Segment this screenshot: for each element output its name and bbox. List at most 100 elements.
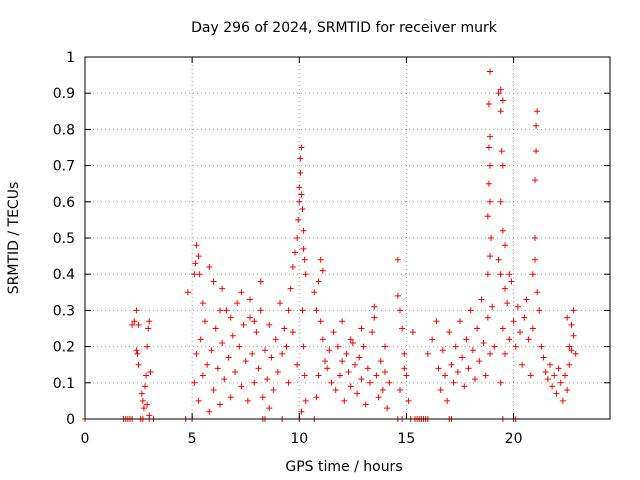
data-point bbox=[487, 162, 493, 169]
data-point bbox=[193, 242, 200, 249]
data-point bbox=[459, 354, 466, 361]
data-point bbox=[184, 289, 191, 296]
x-axis-label: GPS time / hours bbox=[285, 459, 402, 475]
chart-title: Day 296 of 2024, SRMTID for receiver mur… bbox=[191, 20, 498, 36]
data-point bbox=[302, 397, 309, 404]
data-point bbox=[557, 379, 564, 386]
data-point bbox=[465, 365, 472, 372]
data-point bbox=[268, 354, 275, 361]
data-point bbox=[354, 390, 361, 397]
data-point bbox=[497, 86, 504, 93]
data-point bbox=[298, 408, 305, 415]
data-point bbox=[313, 307, 320, 314]
data-point bbox=[253, 329, 260, 336]
y-tick-label: 1 bbox=[66, 50, 75, 66]
x-tick-label: 0 bbox=[81, 431, 90, 447]
data-point bbox=[296, 184, 303, 191]
data-point bbox=[299, 307, 306, 314]
data-point bbox=[401, 350, 408, 357]
data-point bbox=[146, 412, 153, 419]
data-point bbox=[478, 296, 485, 303]
data-point bbox=[534, 289, 541, 296]
data-point bbox=[485, 101, 492, 108]
data-point bbox=[499, 162, 506, 169]
data-point bbox=[210, 387, 217, 394]
data-point bbox=[371, 303, 378, 310]
data-point bbox=[377, 358, 384, 365]
data-point bbox=[313, 394, 320, 401]
data-point bbox=[232, 368, 238, 375]
data-point bbox=[134, 350, 141, 357]
data-point bbox=[191, 271, 198, 278]
data-point bbox=[294, 361, 301, 368]
data-point bbox=[568, 321, 575, 328]
data-point bbox=[559, 397, 566, 404]
data-point bbox=[229, 332, 236, 339]
data-point bbox=[533, 122, 540, 129]
data-point bbox=[131, 318, 138, 325]
data-point bbox=[538, 343, 545, 350]
data-point bbox=[495, 90, 502, 97]
data-point bbox=[319, 267, 326, 274]
data-point bbox=[488, 235, 495, 241]
data-point bbox=[508, 278, 515, 285]
data-point bbox=[264, 376, 271, 383]
data-point bbox=[139, 397, 146, 404]
data-point bbox=[217, 401, 223, 408]
data-point bbox=[512, 343, 519, 350]
data-point bbox=[202, 318, 208, 325]
data-point bbox=[287, 285, 294, 292]
data-point bbox=[144, 401, 151, 408]
data-point bbox=[244, 397, 251, 404]
data-point bbox=[364, 365, 371, 372]
data-point bbox=[506, 271, 513, 278]
data-point bbox=[498, 148, 505, 155]
data-point bbox=[315, 372, 322, 379]
data-point bbox=[249, 350, 256, 357]
data-point bbox=[192, 260, 199, 267]
data-point bbox=[435, 365, 442, 372]
data-point bbox=[193, 350, 200, 357]
data-point bbox=[234, 300, 241, 307]
data-point bbox=[322, 358, 328, 365]
data-point bbox=[547, 361, 553, 368]
data-point bbox=[199, 372, 206, 379]
data-point bbox=[487, 350, 493, 357]
data-point bbox=[285, 379, 292, 386]
data-point bbox=[266, 405, 273, 412]
data-point bbox=[527, 372, 534, 379]
data-point bbox=[394, 292, 401, 299]
data-point bbox=[566, 343, 573, 350]
data-point bbox=[485, 144, 492, 151]
data-point bbox=[210, 278, 217, 285]
data-point bbox=[568, 347, 575, 354]
data-point bbox=[277, 300, 283, 307]
data-point bbox=[206, 263, 213, 270]
data-point bbox=[339, 358, 346, 365]
y-tick-label: 0.1 bbox=[53, 376, 75, 392]
y-axis-label: SRMTID / TECUs bbox=[6, 182, 22, 295]
data-point bbox=[533, 148, 540, 155]
y-tick-label: 0.5 bbox=[53, 231, 75, 247]
data-point bbox=[367, 379, 373, 386]
data-point bbox=[302, 271, 309, 278]
data-point bbox=[212, 325, 219, 332]
data-point bbox=[529, 325, 536, 332]
data-point bbox=[251, 379, 258, 386]
data-point bbox=[352, 361, 358, 368]
data-point bbox=[334, 343, 341, 350]
data-point bbox=[255, 365, 262, 372]
data-point bbox=[484, 213, 491, 220]
data-point bbox=[379, 387, 386, 394]
x-tick-label: 5 bbox=[188, 431, 197, 447]
data-point bbox=[301, 372, 308, 379]
data-point bbox=[454, 368, 461, 375]
data-point bbox=[362, 401, 369, 408]
data-point bbox=[138, 390, 145, 397]
data-point bbox=[143, 372, 150, 379]
data-points bbox=[82, 68, 579, 422]
data-point bbox=[259, 394, 266, 401]
data-point bbox=[238, 289, 245, 296]
data-point bbox=[549, 383, 556, 390]
data-point bbox=[502, 285, 508, 292]
